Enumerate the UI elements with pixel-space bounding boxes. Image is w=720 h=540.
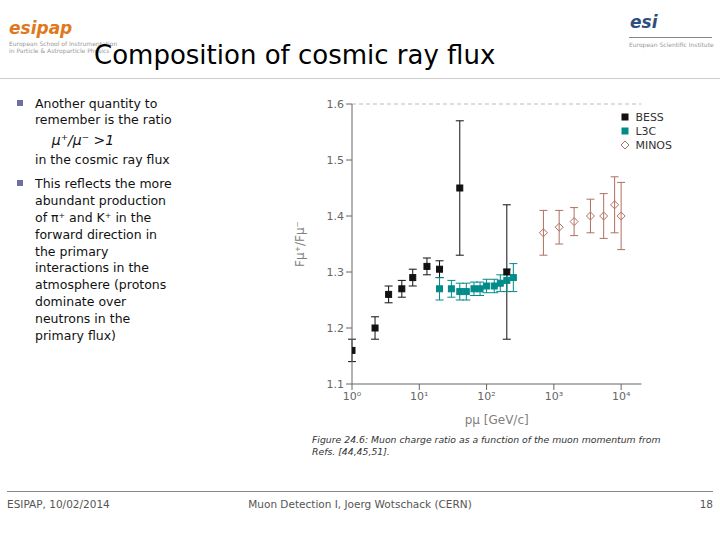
svg-text:1.2: 1.2 bbox=[327, 322, 345, 335]
html-text:BESS: BESS bbox=[635, 110, 664, 124]
html-text:Muon Detection I, Joerg Wotsch: Muon Detection I, Joerg Wotschack (CERN) bbox=[248, 498, 472, 510]
html-text:esi: esi bbox=[630, 12, 658, 32]
svg-text:10⁴: 10⁴ bbox=[612, 390, 631, 403]
html-text:in the cosmic ray flux: in the cosmic ray flux bbox=[35, 152, 170, 167]
svg-text:pμ [GeV/c]: pμ [GeV/c] bbox=[465, 413, 529, 427]
html-text:18: 18 bbox=[699, 498, 713, 510]
svg-text:1.5: 1.5 bbox=[327, 154, 345, 167]
html-text:MINOS: MINOS bbox=[635, 138, 672, 152]
svg-text:Fμ⁺/Fμ⁻: Fμ⁺/Fμ⁻ bbox=[293, 221, 307, 267]
svg-text:10⁰: 10⁰ bbox=[343, 390, 362, 403]
svg-text:10¹: 10¹ bbox=[410, 390, 428, 403]
html-text:L3C: L3C bbox=[635, 124, 657, 138]
html-text:European Scientific Institute: European Scientific Institute bbox=[629, 41, 714, 48]
svg-text:1.4: 1.4 bbox=[327, 210, 345, 223]
html-text:μ⁺/μ⁻ >1: μ⁺/μ⁻ >1 bbox=[51, 132, 115, 148]
svg-text:1.6: 1.6 bbox=[327, 98, 345, 111]
html-text:European School of Instrumenta: European School of Instrumentation in Pa… bbox=[9, 40, 118, 55]
html-text:ESIPAP, 10/02/2014: ESIPAP, 10/02/2014 bbox=[7, 498, 110, 510]
svg-text:1.1: 1.1 bbox=[327, 378, 345, 391]
html-text:Composition of cosmic ray flux: Composition of cosmic ray flux bbox=[94, 40, 496, 70]
html-text:esipap: esipap bbox=[9, 18, 73, 38]
html-text:Figure 24.6: Muon charge ratio: Figure 24.6: Muon charge ratio as a func… bbox=[312, 434, 661, 458]
html-text:This reflects the more abundan: This reflects the more abundant producti… bbox=[35, 176, 172, 343]
svg-text:10²: 10² bbox=[477, 390, 495, 403]
svg-text:1.3: 1.3 bbox=[327, 266, 345, 279]
svg-text:10³: 10³ bbox=[545, 390, 563, 403]
html-text:Another quantity to remember i: Another quantity to remember is the rati… bbox=[35, 96, 172, 127]
